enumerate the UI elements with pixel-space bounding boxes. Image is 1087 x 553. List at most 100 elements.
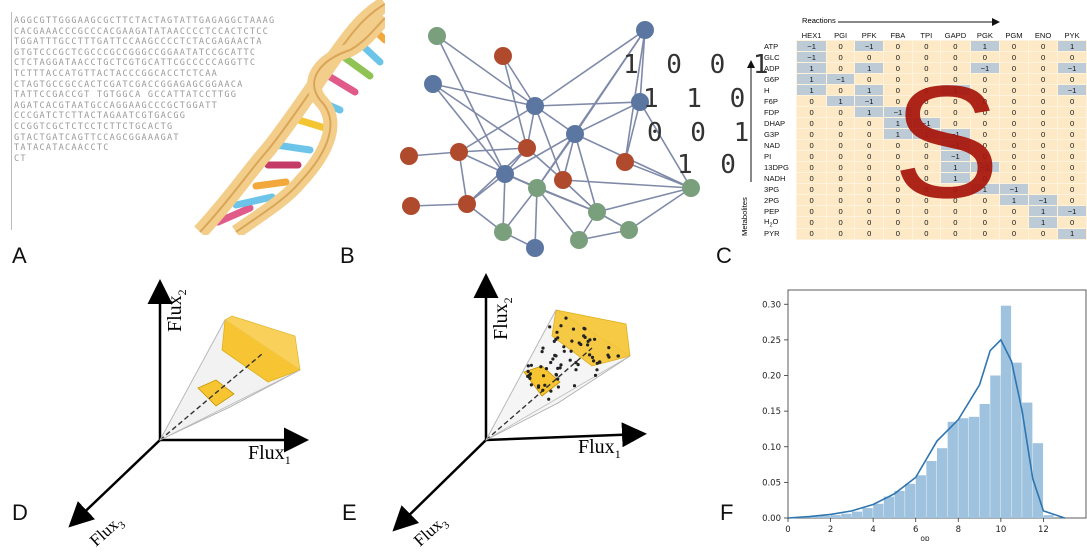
matrix-cell: 0	[1028, 51, 1059, 63]
sample-point	[570, 339, 574, 343]
matrix-cell: 0	[1028, 227, 1059, 240]
matrix-cell: 0	[825, 172, 856, 184]
sample-point	[551, 357, 555, 361]
histogram-chart: 0.00 0.05 0.10 0.15 0.20 0.25 0.30 0 2 4 6 8 10 12 op	[762, 289, 1087, 541]
network-edge	[536, 187, 580, 241]
matrix-cell: 0	[1057, 150, 1087, 162]
flux-y-axis-label: Flux2	[164, 289, 189, 332]
matrix-cell: 0	[939, 106, 971, 118]
matrix-cell: 1	[796, 73, 827, 85]
matrix-cell: 0	[825, 205, 856, 217]
sample-point	[536, 385, 541, 389]
matrix-cell: 0	[825, 128, 856, 140]
network-edge	[624, 101, 641, 163]
y-tick-label: 0.05	[762, 478, 781, 488]
histogram-bar	[809, 516, 820, 518]
matrix-cell: 0	[1057, 73, 1087, 85]
metabolite-label: NADH	[764, 173, 786, 183]
x-tick-label: 6	[913, 525, 918, 535]
reaction-header: PGM	[1005, 30, 1023, 40]
matrix-cell: 0	[825, 183, 856, 195]
sample-point	[541, 374, 546, 378]
network-edge	[504, 133, 576, 175]
dna-sequence-text: AGGCGTTGGGAAGCGCTTCTACTAGTATTGAGAGGCTAAA…	[14, 16, 276, 164]
x-tick-label: 12	[1038, 525, 1049, 535]
matrix-cell: 0	[998, 150, 1030, 162]
matrix-cell: 0	[796, 183, 827, 195]
network-edge	[534, 187, 538, 249]
sample-point	[549, 389, 553, 393]
matrix-cell: 1	[1057, 40, 1087, 52]
reaction-header: PFK	[861, 30, 877, 40]
histogram-bar	[968, 416, 980, 518]
sample-point	[548, 325, 552, 329]
network-edge	[534, 29, 646, 107]
matrix-cell: 0	[998, 40, 1030, 52]
x-tick-label: 4	[870, 525, 875, 535]
y-tick-label: 0.15	[762, 407, 781, 417]
sample-point	[558, 366, 562, 370]
matrix-cell: 0	[854, 161, 885, 173]
histogram-bar	[915, 475, 926, 518]
sample-point	[541, 388, 545, 392]
matrix-cell: 0	[1028, 84, 1059, 96]
network-node	[402, 197, 420, 215]
matrix-cell: 0	[854, 194, 885, 206]
matrix-cell: 0	[854, 150, 885, 162]
matrix-cell: −1	[939, 128, 971, 140]
network-node	[554, 171, 572, 189]
sample-point	[554, 354, 558, 358]
matrix-cell: 0	[1028, 106, 1059, 118]
matrix-cell: 0	[1057, 161, 1087, 173]
matrix-cell: 0	[939, 51, 971, 63]
histogram-bar	[819, 515, 831, 518]
network-edge	[410, 203, 468, 207]
matrix-cell: 0	[825, 84, 856, 96]
sample-point	[593, 337, 597, 341]
metabolite-label: PYR	[764, 229, 780, 239]
matrix-cell: 0	[1028, 183, 1059, 195]
panel-c: Reactions Metabolites HEX1 PGI PFK FBA TPI GA…	[716, 0, 1087, 280]
flux-x-axis-label: Flux1	[248, 442, 291, 467]
flux-x-axis-label-e: Flux1	[578, 436, 621, 461]
matrix-cell: 0	[1057, 216, 1087, 229]
network-node	[616, 153, 634, 171]
metabolite-label: 2PG	[764, 195, 780, 205]
matrix-cell: −1	[1028, 194, 1059, 206]
matrix-cell: 0	[998, 216, 1030, 229]
network-node	[566, 125, 584, 143]
matrix-cell: 0	[854, 128, 885, 140]
sample-point	[543, 383, 547, 387]
matrix-cell: 1	[998, 194, 1030, 206]
binary-row-3: 0 0 1	[647, 118, 756, 148]
reaction-header: TPI	[920, 30, 933, 40]
network-node	[494, 47, 512, 65]
sample-point	[559, 324, 563, 328]
matrix-cell: 0	[1028, 73, 1059, 85]
network-edge	[534, 105, 564, 181]
matrix-cell: 1	[1057, 227, 1087, 240]
network-edge	[639, 29, 646, 103]
network-node	[428, 27, 446, 45]
network-edge	[596, 187, 692, 213]
matrix-cell: 0	[998, 205, 1030, 217]
matrix-row: FDP 0 0 1 −1 0 0 0 0 0 0	[762, 106, 1087, 118]
matrix-cell: 0	[796, 150, 827, 162]
matrix-cell: 0	[883, 205, 913, 217]
network-node	[458, 195, 476, 213]
sample-point	[583, 335, 587, 339]
sample-point	[559, 363, 563, 367]
matrix-cell: 0	[825, 51, 856, 63]
network-node	[588, 203, 606, 221]
x-tick-label: 0	[785, 525, 790, 535]
matrix-row: ADP 1 0 1 0 0 0 −1 0 0 −1	[762, 62, 1087, 74]
matrix-cell: 1	[825, 95, 856, 107]
matrix-cell: 0	[825, 161, 856, 173]
sample-point	[574, 368, 578, 372]
matrix-row: PI 0 0 0 0 0 −1 0 0 0 0	[762, 150, 1087, 162]
sample-point	[616, 354, 620, 358]
metabolite-label: G3P	[764, 129, 780, 139]
flux-cone-sampled-diagram	[392, 273, 647, 532]
y-tick-label: 0.10	[762, 443, 781, 453]
matrix-cell: 0	[825, 150, 856, 162]
